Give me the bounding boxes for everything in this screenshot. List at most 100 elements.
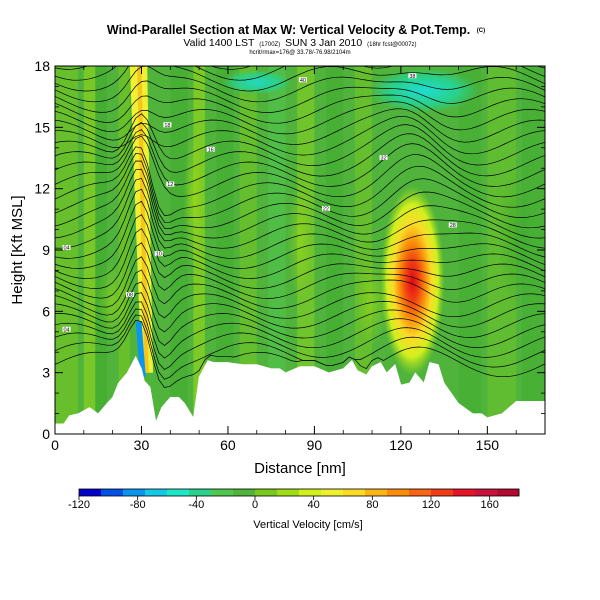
isentrope-label-bg-4	[166, 181, 175, 187]
colorbar-cell-5	[189, 489, 212, 496]
isentrope-2	[55, 308, 545, 370]
x-tick-label-2: 60	[220, 437, 236, 453]
colorbar-cell-16	[431, 489, 454, 496]
field-band-4	[170, 66, 188, 424]
colorbar-cell-4	[167, 489, 190, 496]
colorbar-tick-label-5: 80	[366, 499, 378, 511]
isentrope-19	[55, 129, 545, 187]
y-tick-label-4: 12	[34, 181, 50, 197]
isentrope-4	[55, 292, 545, 346]
isentrope-label-bg-7	[321, 206, 330, 212]
isentrope-label-bg-10	[298, 77, 307, 83]
isentrope-7	[55, 256, 545, 309]
y-tick-label-5: 15	[34, 119, 50, 135]
isentrope-28	[55, 66, 545, 92]
colorbar-cell-10	[299, 489, 322, 496]
wave-updraft-core	[137, 66, 149, 373]
x-tick-label-3: 90	[307, 437, 323, 453]
isentrope-label-10: 40	[300, 78, 306, 84]
colorbar-cell-1	[101, 489, 124, 496]
isentrope-24	[55, 101, 545, 135]
colorbar-tick-label-7: 160	[480, 499, 498, 511]
colorbar-cell-0	[79, 489, 102, 496]
isentrope-10	[55, 214, 545, 279]
colorbar-cell-13	[365, 489, 388, 496]
isentrope-1	[55, 314, 545, 380]
vertical-velocity-field: 04 04 08 10 12 16 18 22 32 38 40 28	[55, 66, 545, 424]
x-tick-label-4: 120	[389, 437, 413, 453]
isentrope-label-bg-2	[125, 291, 134, 297]
isentrope-label-6: 18	[164, 123, 170, 129]
isentrope-label-bg-11	[448, 222, 457, 228]
field-band-0	[55, 66, 79, 424]
field-band-12	[458, 66, 482, 424]
chart-title: Wind-Parallel Section at Max W: Vertical…	[107, 23, 485, 37]
isentrope-3	[55, 301, 545, 359]
colorbar-cell-17	[453, 489, 476, 496]
y-tick-label-1: 3	[42, 365, 50, 381]
colorbar-cell-11	[321, 489, 344, 496]
isentrope-15	[55, 160, 545, 229]
cyan-region-top-mid	[221, 70, 292, 95]
isentrope-21	[55, 113, 545, 166]
colorbar-cell-12	[343, 489, 366, 496]
isentrope-label-bg-6	[163, 122, 172, 128]
isentrope-label-bg-8	[379, 155, 388, 160]
colorbar-tick-label-6: 120	[422, 499, 440, 511]
colorbar-cell-14	[387, 489, 410, 496]
colorbar-frame	[78, 488, 520, 497]
y-axis-label: Height [Kft MSL]	[9, 195, 26, 304]
colorbar-cell-2	[123, 489, 146, 496]
y-tick-label-0: 0	[42, 426, 50, 442]
chart-subtitle-detail: hcrit/rmax=176@ 33.78/-76.98/2104m	[249, 50, 350, 56]
isentrope-label-3: 10	[156, 252, 162, 258]
isentrope-label-bg-5	[206, 146, 215, 152]
isentrope-label-2: 08	[127, 293, 133, 299]
isentrope-8	[55, 242, 545, 299]
isentrope-11	[55, 200, 545, 269]
field-band-3	[118, 66, 130, 424]
field-band-1	[83, 66, 96, 424]
colorbar: -120 -80 -40 0 40 80 120 160 Vertical Velocity …	[68, 488, 520, 531]
y-tick-label-3: 9	[42, 242, 50, 258]
isentrope-label-5: 16	[208, 147, 214, 153]
colorbar-tick-label-1: -80	[130, 499, 146, 511]
y-tick-label-6: 18	[34, 58, 50, 74]
colorbar-cell-7	[233, 489, 256, 496]
colorbar-tick-label-4: 40	[308, 499, 320, 511]
isentrope-9	[55, 228, 545, 289]
terrain-mask	[55, 355, 545, 434]
isentrope-0	[55, 319, 545, 388]
isentrope-17	[55, 146, 545, 216]
colorbar-tick-label-0: -120	[68, 499, 90, 511]
isentrope-26	[55, 80, 545, 113]
isentrope-label-11: 28	[450, 223, 456, 229]
colorbar-tick-label-3: 0	[252, 499, 258, 511]
isentrope-13	[55, 177, 545, 249]
isentrope-labels: 04 04 08 10 12 16 18 22 32 38 40 28	[62, 73, 457, 333]
field-band-8	[268, 66, 286, 424]
colorbar-ticks: -120 -80 -40 0 40 80 120 160	[68, 496, 499, 511]
colorbar-cell-18	[475, 489, 498, 496]
colorbar-cells	[79, 489, 520, 496]
isentrope-label-9: 38	[409, 74, 415, 80]
y-axis-ticks: 0 3 6 9 12 15 18	[34, 58, 545, 442]
isentrope-label-bg-1	[62, 244, 71, 250]
isentrope-5	[55, 281, 545, 333]
colorbar-cell-3	[145, 489, 168, 496]
isentrope-12	[55, 188, 545, 259]
isentrope-label-bg-3	[154, 251, 163, 257]
isentrope-22	[55, 115, 545, 156]
colorbar-label: Vertical Velocity [cm/s]	[253, 519, 362, 531]
isentrope-18	[55, 135, 545, 198]
x-tick-label-5: 150	[476, 437, 500, 453]
isentrope-label-8: 32	[381, 156, 387, 162]
isentrope-label-1: 04	[63, 246, 69, 252]
colorbar-cell-9	[277, 489, 300, 496]
colorbar-cell-8	[255, 489, 278, 496]
colorbar-cell-15	[409, 489, 432, 496]
lime-streak-85	[288, 179, 312, 300]
isentropes	[55, 66, 545, 388]
x-axis-ticks: 0 30 60 90 120 150	[51, 66, 517, 453]
